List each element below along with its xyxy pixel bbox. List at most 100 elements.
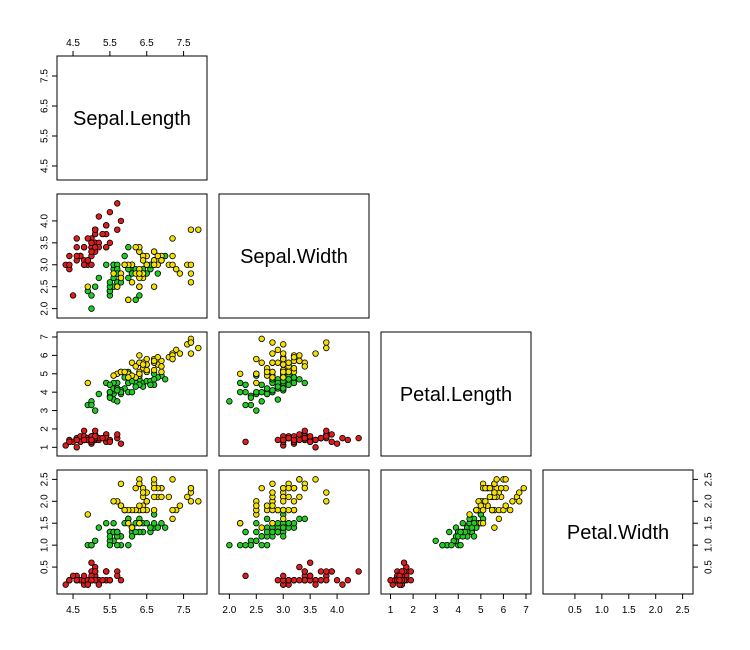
data-point-s0-5 [328,431,335,438]
data-point-s2-42 [263,502,271,509]
data-point-s1-35 [301,379,308,387]
data-point-s0-24 [407,577,415,584]
data-point-s2-43 [497,484,505,492]
data-point-s2-31 [195,344,202,352]
y-tick-label-sepal-length: 4.5 [40,159,51,173]
data-point-s2-7 [173,346,180,354]
data-point-s0-18 [114,226,121,233]
data-point-s1-29 [258,398,265,405]
data-point-s2-33 [269,520,276,527]
data-point-s1-36 [150,520,158,527]
data-point-s2-42 [117,274,125,282]
data-point-s1-31 [247,394,255,401]
y-tick-label-sepal-width: 2.0 [40,301,51,315]
data-point-s2-34 [128,359,136,366]
data-point-s2-8 [253,355,260,363]
data-point-s0-8 [274,577,282,584]
panel-petal-width-vs-petal-length [380,469,532,595]
data-point-s1-48 [91,283,99,290]
data-point-s1-48 [91,407,99,414]
data-point-s2-47 [482,498,489,505]
panel-petal-length-vs-petal-length: Petal.Length [380,331,532,457]
data-point-s0-43 [88,559,95,566]
data-point-s2-44 [150,248,158,255]
data-point-s2-34 [258,524,265,531]
data-point-s1-0 [161,524,169,531]
data-point-s1-12 [125,541,132,549]
data-point-s0-32 [339,434,346,442]
data-point-s2-13 [114,283,121,290]
x-tick-label-sepal-width: 4.0 [330,605,344,616]
data-point-s1-4 [143,520,150,527]
data-point-s1-43 [242,541,249,549]
panel-frame [218,193,370,319]
data-point-s2-32 [139,489,147,496]
data-point-s1-45 [280,385,287,392]
data-point-s0-37 [312,581,319,588]
data-point-s1-31 [106,541,114,549]
data-point-s0-48 [99,434,106,442]
data-point-s2-38 [473,506,480,514]
data-point-s2-29 [169,355,176,363]
x-tick-label-petal-width: 0.5 [568,605,582,616]
data-point-s1-40 [258,381,265,389]
data-point-s1-23 [128,533,136,540]
data-point-s1-40 [106,533,114,540]
data-point-s0-45 [80,572,88,580]
data-point-s1-43 [88,401,95,409]
panel-frame [542,469,694,595]
data-point-s0-49 [88,577,95,584]
data-point-s1-32 [263,390,271,398]
data-point-s0-24 [80,244,88,251]
y-tick-label-petal-length: 7 [40,334,51,340]
data-point-s2-15 [290,365,298,372]
data-point-s0-13 [62,581,69,588]
data-point-s2-33 [479,520,487,527]
y-tick-label-sepal-width: 4.0 [40,214,51,228]
y-tick-label-sepal-width: 2.5 [40,279,51,293]
data-point-s0-41 [69,572,77,580]
data-point-s2-30 [176,270,184,277]
data-point-s0-22 [312,444,319,451]
data-point-s2-9 [312,476,319,483]
data-point-s1-9 [95,274,103,282]
data-point-s1-15 [285,381,292,389]
data-point-s2-34 [258,359,265,366]
data-point-s2-49 [280,368,287,376]
data-point-s0-49 [88,436,95,444]
y-tick-label-petal-length: 4 [40,389,51,395]
data-point-s2-30 [269,350,276,357]
data-point-s1-26 [154,270,161,277]
y-tick-label-sepal-width: 3.5 [40,235,51,249]
data-point-s0-15 [355,434,362,442]
data-point-s2-47 [143,261,150,268]
x-tick-label-sepal-length: 7.5 [177,38,191,49]
diagonal-label-sepal-length: Sepal.Length [73,108,191,130]
x-tick-label-sepal-length: 5.5 [103,38,117,49]
data-point-s2-41 [158,257,165,264]
diagonal-label-petal-width: Petal.Width [567,522,669,544]
data-point-s2-30 [502,502,509,509]
data-point-s2-30 [176,502,184,509]
data-point-s2-41 [158,368,165,376]
data-point-s0-46 [91,433,99,440]
data-point-s0-16 [328,438,335,446]
data-point-s0-39 [301,434,308,442]
data-point-s0-34 [84,257,91,264]
data-point-s2-41 [285,368,292,376]
data-point-s0-45 [280,572,287,580]
data-point-s1-2 [158,520,165,527]
data-point-s1-48 [91,537,99,544]
data-point-s1-48 [253,407,260,414]
data-point-s0-15 [355,568,362,575]
data-point-s1-12 [236,388,244,396]
data-point-s1-14 [446,528,453,536]
data-point-s2-19 [236,370,244,377]
data-point-s0-47 [73,436,80,444]
data-point-s1-41 [280,524,287,531]
data-point-s0-37 [84,235,91,242]
data-point-s0-49 [88,248,95,255]
y-tick-label-petal-width: 1.0 [704,538,715,552]
data-point-s0-43 [306,559,314,566]
data-point-s2-45 [150,261,158,268]
